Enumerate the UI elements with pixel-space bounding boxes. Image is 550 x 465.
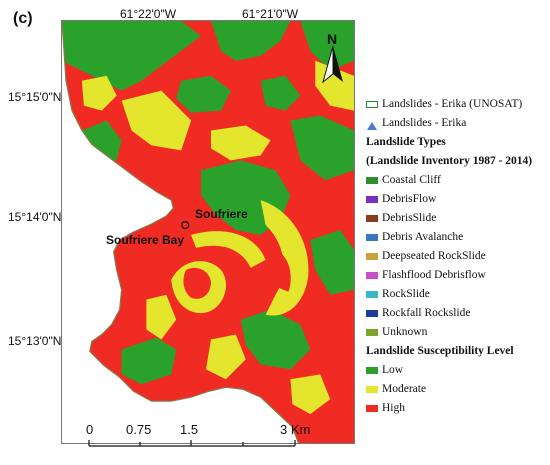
scale-label-075: 0.75 [126,422,152,437]
soufriere-label: Soufriere [195,207,248,221]
outlined-rectangle-icon [366,101,378,108]
scale-label-0: 0 [86,422,94,437]
legend-label: Debris Avalanche [382,231,464,243]
legend-item-deepseated-rockslide: Deepseated RockSlide [366,247,546,266]
longitude-label-1: 61°22'0"W [120,7,177,21]
legend-item-debrisslide: DebrisSlide [366,209,546,228]
legend-item-low: Low [366,361,546,380]
swatch-icon [366,196,378,203]
legend-label: Landslides - Erika (UNOSAT) [382,98,523,110]
legend-item-flashflood-debrisflow: Flashflood Debrisflow [366,266,546,285]
legend-label: Deepseated RockSlide [382,250,486,262]
swatch-icon [366,272,378,279]
scale-label-3: 3 Km [280,422,311,437]
legend-label: Landslides - Erika [382,117,467,129]
legend-item-rockfall-rockslide: Rockfall Rockslide [366,304,546,323]
legend-item-unknown: Unknown [366,323,546,342]
swatch-icon [366,329,378,336]
scale-bar-line [88,440,296,447]
legend-label: High [382,402,405,414]
legend-item-high: High [366,399,546,418]
legend-item-erika: Landslides - Erika [366,114,546,133]
legend-label: Moderate [382,383,427,395]
swatch-icon [366,386,378,393]
legend-types-subtitle: (Landslide Inventory 1987 - 2014) [366,155,533,167]
swatch-icon [366,253,378,260]
coastline [62,21,299,443]
swatch-icon [366,291,378,298]
swatch-icon [366,310,378,317]
longitude-label-2: 61°21'0"W [242,7,299,21]
triangle-icon [366,119,378,130]
land-area [62,21,354,443]
soufriere-town-marker [181,220,190,230]
scale-bar: 0 0.75 1.5 3 Km [77,422,311,452]
legend-item-rockslide: RockSlide [366,285,546,304]
swatch-icon [366,405,378,412]
legend-types-title: Landslide Types [366,136,446,148]
legend-item-debrisflow: DebrisFlow [366,190,546,209]
legend-label: Coastal Cliff [382,174,441,186]
latitude-label-1: 15°15'0"N [8,90,62,104]
map-canvas [62,21,354,443]
swatch-icon [366,367,378,374]
latitude-label-3: 15°13'0"N [8,334,62,348]
legend-susceptibility-title: Landslide Susceptibility Level [366,345,514,357]
scale-label-15: 1.5 [180,422,199,437]
latitude-label-2: 15°14'0"N [8,210,62,224]
north-letter: N [327,31,337,47]
swatch-icon [366,234,378,241]
legend-item-debris-avalanche: Debris Avalanche [366,228,546,247]
legend-label: Rockfall Rockslide [382,307,471,319]
legend-label: Flashflood Debrisflow [382,269,486,281]
panel-label: (c) [13,10,33,27]
legend: Landslides - Erika (UNOSAT) Landslides -… [366,95,546,418]
north-arrow-icon: N [322,31,343,84]
legend-item-unosat: Landslides - Erika (UNOSAT) [366,95,546,114]
legend-item-moderate: Moderate [366,380,546,399]
legend-label: Low [382,364,404,376]
legend-label: Unknown [382,326,428,338]
legend-label: DebrisSlide [382,212,437,224]
legend-label: DebrisFlow [382,193,437,205]
susceptibility-map [61,20,355,444]
legend-label: RockSlide [382,288,430,300]
legend-item-coastal-cliff: Coastal Cliff [366,171,546,190]
soufriere-bay-label: Soufriere Bay [106,233,185,247]
swatch-icon [366,177,378,184]
swatch-icon [366,215,378,222]
north-arrow: N [318,30,348,88]
